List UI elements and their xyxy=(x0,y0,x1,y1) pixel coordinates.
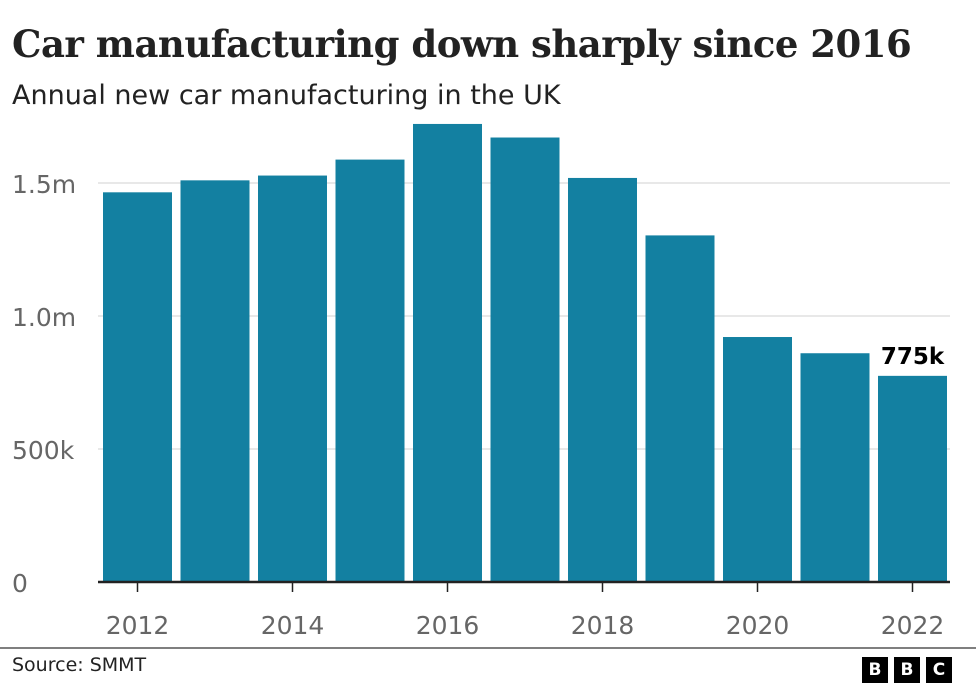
x-tick-label: 2018 xyxy=(571,611,635,640)
chart-title: Car manufacturing down sharply since 201… xyxy=(12,22,912,66)
bar-2013 xyxy=(180,180,250,582)
x-tick-label: 2020 xyxy=(726,611,790,640)
bar-2015 xyxy=(335,159,405,583)
bar-2017 xyxy=(490,137,560,583)
chart-subtitle: Annual new car manufacturing in the UK xyxy=(12,80,561,111)
bar-2018 xyxy=(568,177,637,583)
bar-2012 xyxy=(103,192,172,582)
y-tick-label: 1.5m xyxy=(12,170,76,199)
x-tick-label: 2022 xyxy=(881,611,945,640)
data-label: 775k xyxy=(881,344,945,370)
y-tick-label: 1.0m xyxy=(12,303,76,332)
bar-2021 xyxy=(800,353,870,582)
y-tick-label: 500k xyxy=(12,436,75,465)
source-note: Source: SMMT xyxy=(12,654,147,676)
bar-2022 xyxy=(878,375,947,582)
bar-2019 xyxy=(645,235,715,583)
bar-2014 xyxy=(258,175,327,582)
bar-2016 xyxy=(413,123,482,582)
bar-2020 xyxy=(723,337,792,582)
y-tick-label: 0 xyxy=(12,569,28,598)
x-tick-label: 2012 xyxy=(106,611,170,640)
x-tick-label: 2016 xyxy=(416,611,480,640)
x-tick-label: 2014 xyxy=(261,611,325,640)
